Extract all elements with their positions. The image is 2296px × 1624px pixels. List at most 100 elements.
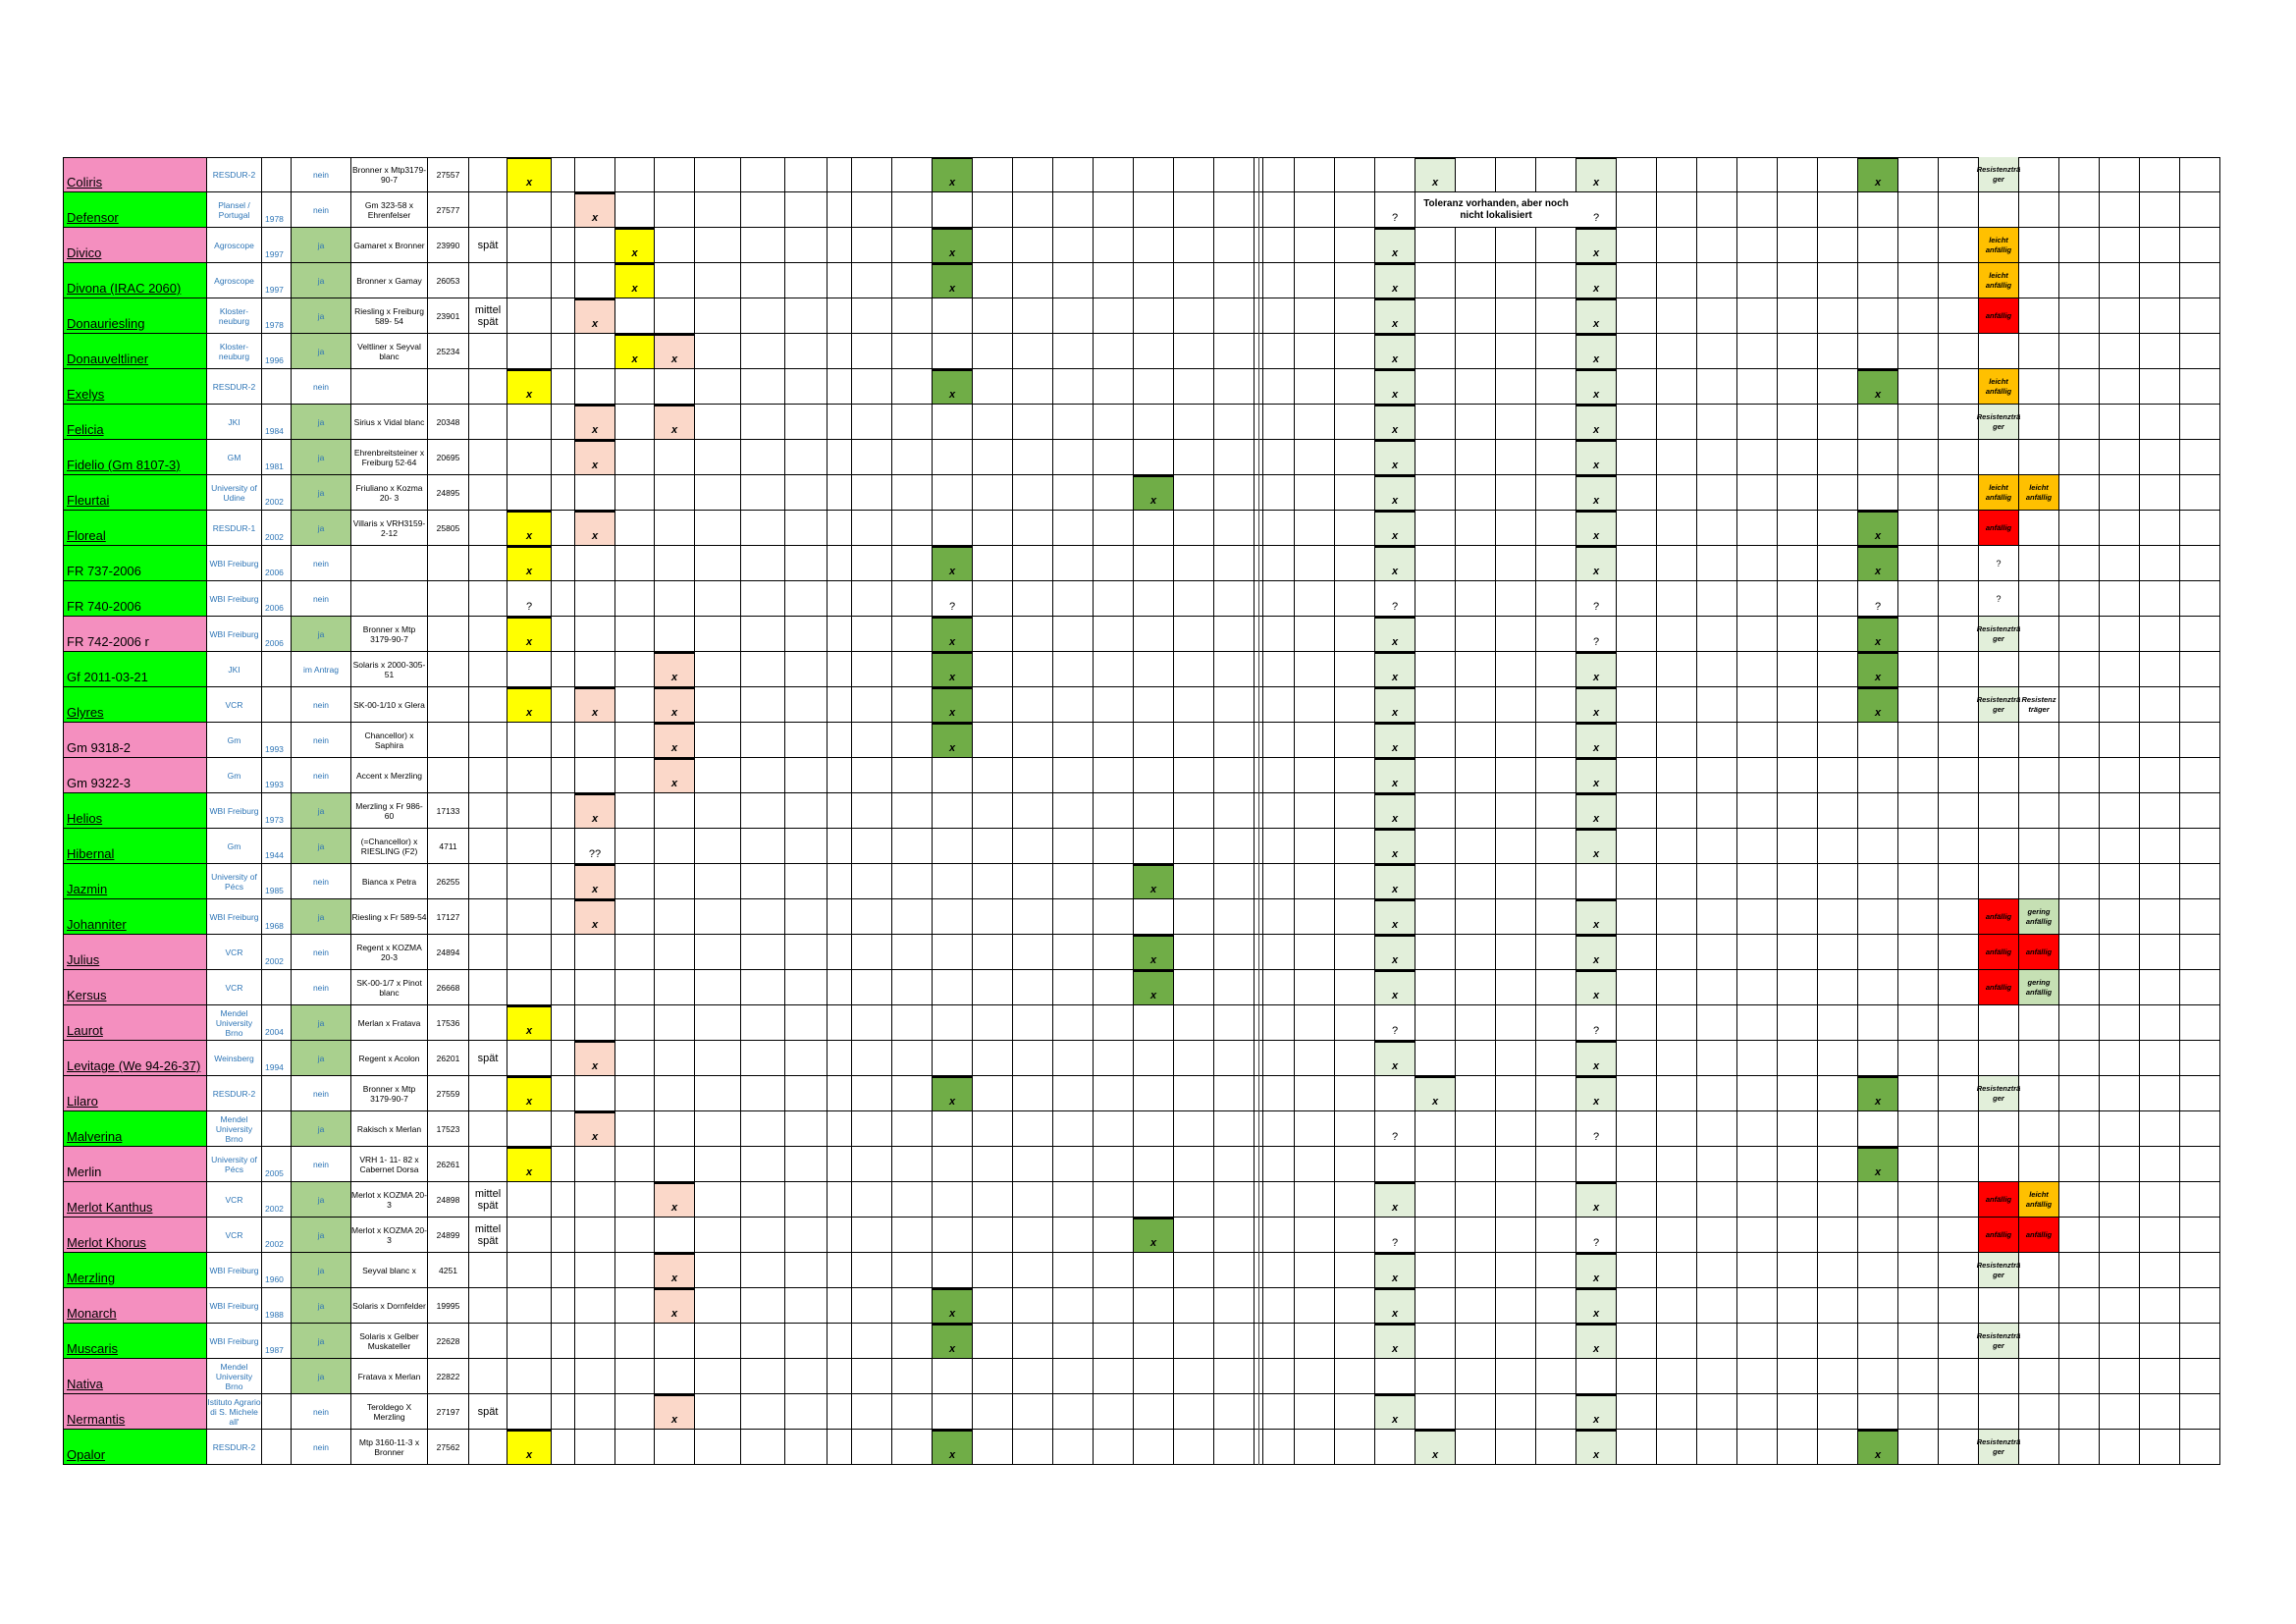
grid-cell bbox=[785, 758, 828, 793]
grid-cell bbox=[785, 581, 828, 617]
ripening-time: mittel spät bbox=[469, 1218, 507, 1253]
grid-cell bbox=[1697, 157, 1737, 192]
year: 1985 bbox=[262, 864, 292, 899]
variety-name[interactable]: Opalor bbox=[63, 1430, 207, 1465]
grid-cell bbox=[1536, 1324, 1576, 1359]
variety-name[interactable]: Defensor bbox=[63, 192, 207, 228]
grid-cell bbox=[575, 723, 615, 758]
grid-cell bbox=[2180, 1218, 2220, 1253]
parentage: Bronner x Mtp 3179-90-7 bbox=[351, 1076, 428, 1111]
grid-cell bbox=[1536, 899, 1576, 935]
variety-name[interactable]: Malverina bbox=[63, 1111, 207, 1147]
variety-name[interactable]: Divona (IRAC 2060) bbox=[63, 263, 207, 298]
protection-status: ja bbox=[292, 1182, 351, 1218]
cross-mark: x bbox=[507, 687, 552, 723]
protection-status: ja bbox=[292, 511, 351, 546]
grid-cell bbox=[2140, 1005, 2180, 1041]
year: 1981 bbox=[262, 440, 292, 475]
variety-name[interactable]: Glyres bbox=[63, 687, 207, 723]
grid-cell bbox=[852, 829, 892, 864]
parentage: Regent x KOZMA 20-3 bbox=[351, 935, 428, 970]
grid-cell bbox=[2059, 1218, 2100, 1253]
grid-cell bbox=[1094, 405, 1134, 440]
variety-name[interactable]: Divico bbox=[63, 228, 207, 263]
variety-name[interactable]: Merlin bbox=[63, 1147, 207, 1182]
grid-cell bbox=[1053, 1076, 1094, 1111]
variety-name[interactable]: Felicia bbox=[63, 405, 207, 440]
grid-cell bbox=[1496, 935, 1536, 970]
grid-cell bbox=[1214, 970, 1255, 1005]
variety-name[interactable]: Coliris bbox=[63, 157, 207, 192]
grid-cell bbox=[1858, 1324, 1898, 1359]
variety-name[interactable]: Hibernal bbox=[63, 829, 207, 864]
grid-cell bbox=[1818, 652, 1858, 687]
year: 2006 bbox=[262, 546, 292, 581]
grid-cell bbox=[1456, 1182, 1496, 1218]
grid-cell bbox=[1335, 263, 1375, 298]
variety-name[interactable]: Laurot bbox=[63, 1005, 207, 1041]
variety-name[interactable]: Muscaris bbox=[63, 1324, 207, 1359]
grid-cell bbox=[1657, 1182, 1697, 1218]
grid-cell bbox=[1263, 440, 1295, 475]
grid-cell bbox=[1898, 1218, 1939, 1253]
variety-name[interactable]: Merzling bbox=[63, 1253, 207, 1288]
grid-cell bbox=[1134, 1111, 1174, 1147]
variety-name[interactable]: Nermantis bbox=[63, 1394, 207, 1430]
grid-cell bbox=[1013, 970, 1053, 1005]
variety-name[interactable]: Julius bbox=[63, 935, 207, 970]
grid-cell bbox=[828, 970, 852, 1005]
year: 1978 bbox=[262, 298, 292, 334]
grid-cell bbox=[1818, 546, 1858, 581]
ripening-time bbox=[469, 652, 507, 687]
variety-name[interactable]: FR 740-2006 bbox=[63, 581, 207, 617]
grid-cell bbox=[828, 334, 852, 369]
protection-status: ja bbox=[292, 298, 351, 334]
grid-cell bbox=[1496, 334, 1536, 369]
grid-cell bbox=[1898, 263, 1939, 298]
variety-name[interactable]: FR 742-2006 r bbox=[63, 617, 207, 652]
grid-cell bbox=[575, 1430, 615, 1465]
grid-cell bbox=[2019, 1076, 2059, 1111]
variety-name[interactable]: FR 737-2006 bbox=[63, 546, 207, 581]
variety-name[interactable]: Helios bbox=[63, 793, 207, 829]
grid-cell bbox=[852, 652, 892, 687]
variety-name[interactable]: Floreal bbox=[63, 511, 207, 546]
grid-cell bbox=[552, 687, 575, 723]
grid-cell bbox=[1737, 1288, 1778, 1324]
variety-name[interactable]: Jazmin bbox=[63, 864, 207, 899]
variety-name[interactable]: Exelys bbox=[63, 369, 207, 405]
variety-name[interactable]: Kersus bbox=[63, 970, 207, 1005]
grid-cell bbox=[507, 652, 552, 687]
grid-cell bbox=[1818, 475, 1858, 511]
variety-name[interactable]: Johanniter bbox=[63, 899, 207, 935]
variety-name[interactable]: Fleurtai bbox=[63, 475, 207, 511]
grid-cell bbox=[852, 1005, 892, 1041]
grid-cell bbox=[1737, 935, 1778, 970]
variety-name[interactable]: Gf 2011-03-21 bbox=[63, 652, 207, 687]
variety-name[interactable]: Merlot Kanthus bbox=[63, 1182, 207, 1218]
variety-name[interactable]: Merlot Khorus bbox=[63, 1218, 207, 1253]
grid-cell bbox=[973, 970, 1013, 1005]
grid-cell bbox=[655, 475, 695, 511]
grid-cell bbox=[1737, 1111, 1778, 1147]
variety-name[interactable]: Monarch bbox=[63, 1288, 207, 1324]
grid-cell bbox=[1617, 581, 1657, 617]
variety-name[interactable]: Nativa bbox=[63, 1359, 207, 1394]
grid-cell bbox=[655, 793, 695, 829]
register-number bbox=[428, 687, 469, 723]
variety-name[interactable]: Gm 9318-2 bbox=[63, 723, 207, 758]
protection-status: ja bbox=[292, 440, 351, 475]
cross-mark: x bbox=[1858, 1430, 1898, 1465]
variety-name[interactable]: Levitage (We 94-26-37) bbox=[63, 1041, 207, 1076]
grid-cell bbox=[1335, 405, 1375, 440]
grid-cell bbox=[1898, 864, 1939, 899]
grid-cell bbox=[1657, 723, 1697, 758]
variety-name[interactable]: Donauveltliner bbox=[63, 334, 207, 369]
grid-cell bbox=[615, 1111, 655, 1147]
variety-name[interactable]: Lilaro bbox=[63, 1076, 207, 1111]
variety-name[interactable]: Gm 9322-3 bbox=[63, 758, 207, 793]
variety-name[interactable]: Fidelio (Gm 8107-3) bbox=[63, 440, 207, 475]
grid-cell bbox=[1094, 1147, 1134, 1182]
variety-name[interactable]: Donauriesling bbox=[63, 298, 207, 334]
grid-cell bbox=[852, 298, 892, 334]
